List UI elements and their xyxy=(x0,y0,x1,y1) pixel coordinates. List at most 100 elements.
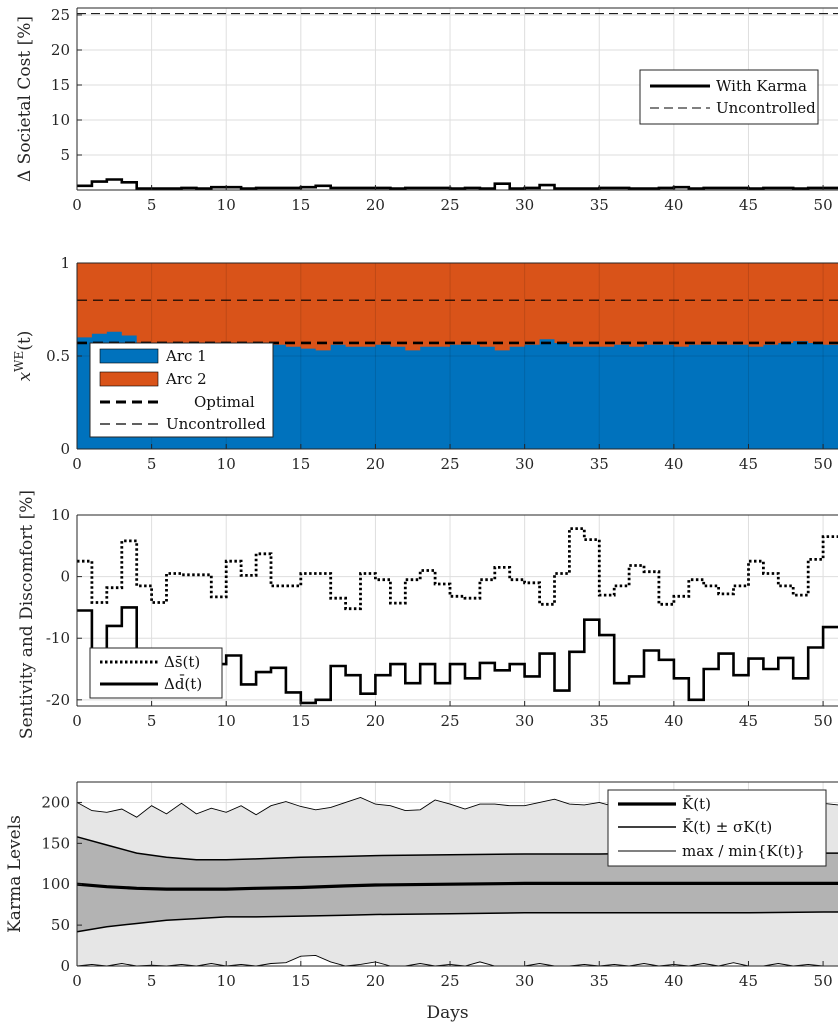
x-tick-label: 25 xyxy=(440,972,459,990)
legend-swatch-arc-2 xyxy=(99,371,159,387)
x-tick-label: 20 xyxy=(366,196,385,214)
y-axis-label-superscript: WE xyxy=(12,351,26,372)
x-axis-label: Days xyxy=(426,1003,468,1023)
y-axis-label-arg: (t) xyxy=(15,331,35,351)
legend-label-delta-d: Δd̄(t) xyxy=(164,675,202,693)
y-tick-label: 10 xyxy=(51,111,70,129)
legend-label-optimal: Optimal xyxy=(194,393,255,411)
y-tick-label: 50 xyxy=(51,916,70,934)
legend-box xyxy=(89,647,223,699)
tick-labels: 0 5 10 15 20 25 30 35 40 45 50 -20 -10 0 10 xyxy=(46,506,833,730)
panel-sensitivity-discomfort: 0 5 10 15 20 25 30 35 40 45 50 -20 -10 0 10 Sentivity … xyxy=(17,490,838,739)
x-tick-label: 50 xyxy=(814,972,833,990)
x-tick-label: 0 xyxy=(72,712,82,730)
y-tick-label: 25 xyxy=(51,6,70,24)
x-tick-label: 5 xyxy=(147,712,157,730)
x-tick-label: 45 xyxy=(739,455,758,473)
y-tick-label: 15 xyxy=(51,76,70,94)
x-tick-label: 15 xyxy=(291,455,310,473)
y-tick-label: 0 xyxy=(60,957,70,975)
legend-label-sigma: K̄(t) ± σK(t) xyxy=(682,818,772,836)
y-axis-label: Karma Levels xyxy=(5,815,25,933)
x-tick-label: 35 xyxy=(590,455,609,473)
x-tick-label: 40 xyxy=(664,712,683,730)
x-tick-label: 40 xyxy=(664,196,683,214)
x-tick-label: 10 xyxy=(217,455,236,473)
y-axis-label: Sentivity and Discomfort [%] xyxy=(17,490,37,739)
y-tick-label: 5 xyxy=(60,146,70,164)
x-tick-label: 10 xyxy=(217,196,236,214)
x-tick-label: 50 xyxy=(814,712,833,730)
legend-label-delta-s: Δs̄(t) xyxy=(164,653,200,671)
x-tick-label: 10 xyxy=(217,972,236,990)
x-tick-label: 5 xyxy=(147,972,157,990)
tick-labels: 0 5 10 15 20 25 30 35 40 45 50 5 10 15 20 25 xyxy=(51,6,833,214)
y-tick-label: 0 xyxy=(60,440,70,458)
mean-line xyxy=(76,881,838,891)
legend: Δs̄(t) Δd̄(t) xyxy=(89,647,223,699)
y-tick-label: 0 xyxy=(60,568,70,586)
legend-label-arc-1: Arc 1 xyxy=(165,347,207,365)
y-tick-label: 0.5 xyxy=(46,347,70,365)
x-tick-label: 15 xyxy=(291,196,310,214)
with-karma-line xyxy=(77,178,838,190)
minus-sigma-line xyxy=(76,911,838,933)
x-tick-label: 30 xyxy=(515,196,534,214)
tick-labels: 0 5 10 15 20 25 30 35 40 45 50 0 0.5 1 xyxy=(46,254,832,473)
x-tick-label: 20 xyxy=(366,712,385,730)
legend-label-arc-2: Arc 2 xyxy=(165,370,207,388)
y-tick-label: 1 xyxy=(60,254,70,272)
y-tick-label: -10 xyxy=(46,629,70,647)
tick-labels: 0 5 10 15 20 25 30 35 40 45 50 0 50 100 150 200 xyxy=(41,793,832,990)
x-tick-label: 40 xyxy=(664,972,683,990)
axes-frame xyxy=(76,262,838,450)
legend: Arc 1 Arc 2 Optimal Uncontrolled xyxy=(89,342,274,438)
legend: With Karma Uncontrolled xyxy=(639,69,819,125)
x-tick-label: 5 xyxy=(147,196,157,214)
x-tick-label: 50 xyxy=(814,196,833,214)
legend-label-mean: K̄(t) xyxy=(682,795,711,813)
x-tick-label: 35 xyxy=(590,972,609,990)
x-tick-label: 25 xyxy=(440,712,459,730)
x-tick-label: 40 xyxy=(664,455,683,473)
panel-societal-cost: 0 5 10 15 20 25 30 35 40 45 50 5 10 15 20 25 Δ Societal… xyxy=(15,6,838,214)
x-tick-label: 0 xyxy=(72,196,82,214)
y-tick-label: 100 xyxy=(41,875,70,893)
legend-swatch-arc-1 xyxy=(99,348,159,364)
x-tick-label: 50 xyxy=(814,455,833,473)
y-tick-label: -20 xyxy=(46,691,70,709)
axes-frame xyxy=(76,514,838,707)
plot-area xyxy=(77,13,838,190)
x-tick-label: 30 xyxy=(515,972,534,990)
x-tick-label: 35 xyxy=(590,196,609,214)
x-tick-label: 20 xyxy=(366,972,385,990)
delta-s-line xyxy=(77,527,838,611)
axes-frame xyxy=(76,781,838,967)
x-tick-label: 5 xyxy=(147,455,157,473)
x-tick-label: 30 xyxy=(515,712,534,730)
legend: K̄(t) K̄(t) ± σK(t) max / min{K(t)} xyxy=(607,789,827,867)
x-tick-label: 45 xyxy=(739,196,758,214)
y-tick-label: 200 xyxy=(41,793,70,811)
min-line xyxy=(76,954,838,967)
x-tick-label: 35 xyxy=(590,712,609,730)
y-tick-label: 10 xyxy=(51,506,70,524)
panel-karma-levels: 0 5 10 15 20 25 30 35 40 45 50 0 50 100 150 200 Karma L… xyxy=(5,781,838,1023)
x-tick-label: 15 xyxy=(291,712,310,730)
x-tick-label: 0 xyxy=(72,972,82,990)
y-tick-label: 20 xyxy=(51,41,70,59)
y-axis-label: Δ Societal Cost [%] xyxy=(15,16,35,182)
x-tick-label: 15 xyxy=(291,972,310,990)
legend-label-min-max: max / min{K(t)} xyxy=(682,842,805,860)
x-tick-label: 20 xyxy=(366,455,385,473)
x-tick-label: 45 xyxy=(739,712,758,730)
legend-label-with-karma: With Karma xyxy=(716,77,807,95)
axes-frame xyxy=(76,7,838,191)
x-tick-label: 30 xyxy=(515,455,534,473)
legend-label-uncontrolled: Uncontrolled xyxy=(166,415,266,433)
legend-box xyxy=(639,69,819,125)
x-tick-label: 25 xyxy=(440,196,459,214)
x-tick-label: 0 xyxy=(72,455,82,473)
